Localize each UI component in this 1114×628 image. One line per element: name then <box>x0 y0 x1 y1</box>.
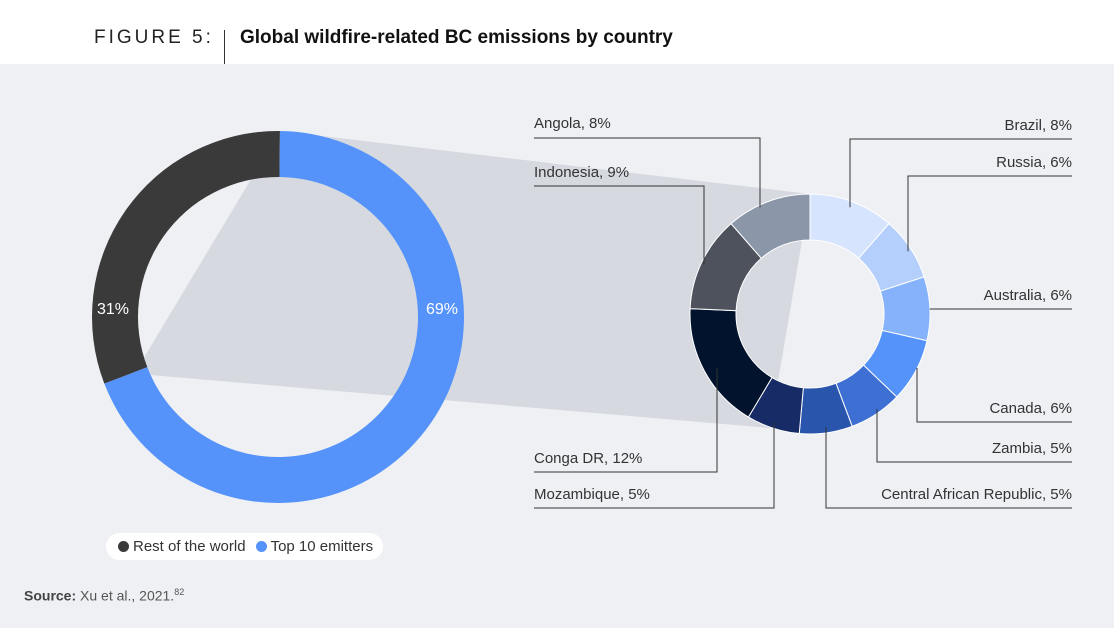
donut-label-0: 31% <box>97 301 129 318</box>
leader-line-4 <box>876 409 1072 463</box>
callout-label-conga-dr: Conga DR, 12% <box>534 450 642 467</box>
callout-label-brazil: Brazil, 8% <box>1004 117 1072 134</box>
source-prefix: Source: <box>24 587 77 604</box>
callout-label-indonesia: Indonesia, 9% <box>534 164 629 181</box>
legend-item-rest: Rest of the world <box>118 538 246 555</box>
callout-label-angola: Angola, 8% <box>534 115 611 132</box>
legend-label-rest: Rest of the world <box>133 538 246 555</box>
leader-line-0 <box>849 138 1072 208</box>
legend-item-top10: Top 10 emitters <box>255 538 374 555</box>
callout-labels: Brazil, 8% Russia, 6% Australia, 6% Canada,… <box>534 115 1072 509</box>
connector-band <box>134 131 811 428</box>
legend-swatch-rest <box>118 541 129 552</box>
callout-label-australia: Australia, 6% <box>984 287 1072 304</box>
callout-label-canada: Canada, 6% <box>989 400 1072 417</box>
leader-line-5 <box>825 426 1072 509</box>
legend-label-top10: Top 10 emitters <box>270 538 374 555</box>
leader-line-6 <box>534 422 775 509</box>
leader-line-3 <box>916 368 1072 423</box>
source-note: Source: Xu et al., 2021.82 <box>24 587 184 604</box>
donut-label-1: 69% <box>426 301 458 318</box>
callout-label-zambia: Zambia, 5% <box>992 440 1072 457</box>
overall-donut: 31% 69% <box>92 130 465 504</box>
callout-label-russia: Russia, 6% <box>996 154 1072 171</box>
source-text: Xu et al., 2021. <box>76 587 175 604</box>
header-divider <box>224 30 225 64</box>
figure-label: FIGURE 5: <box>94 27 214 48</box>
top10-donut <box>689 193 931 435</box>
source-ref: 82 <box>174 587 185 597</box>
leader-line-9 <box>534 137 761 208</box>
callout-label-central-african-republic: Central African Republic, 5% <box>881 486 1072 503</box>
leader-line-7 <box>534 368 718 473</box>
segment-angola <box>730 193 811 259</box>
chart-title: Global wildfire-related BC emissions by … <box>240 27 673 48</box>
donut-segment-rest-of-the-world <box>92 130 280 384</box>
leader-line-1 <box>907 175 1072 252</box>
legend-swatch-top10 <box>255 541 267 552</box>
callout-label-mozambique: Mozambique, 5% <box>534 486 650 503</box>
figure-header: FIGURE 5: Global wildfire-related BC emi… <box>0 0 1114 64</box>
leader-line-8 <box>534 185 705 265</box>
legend: Rest of the world Top 10 emitters <box>106 533 384 560</box>
